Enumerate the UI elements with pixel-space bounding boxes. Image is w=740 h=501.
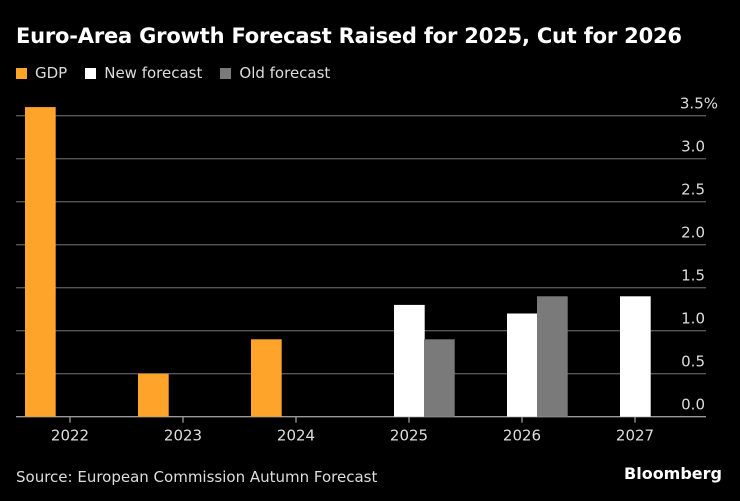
bar-old-forecast-2026 [537,296,568,417]
legend-label: New forecast [104,64,203,82]
bar-new-forecast-2027 [620,296,651,417]
bar-gdp-2024 [251,339,282,417]
x-tick-label: 2026 [503,427,541,445]
bar-gdp-2023 [138,373,169,417]
legend: GDP New forecast Old forecast [16,64,330,82]
y-tick-label: 3.0 [681,138,705,156]
bar-new-forecast-2025 [394,304,425,417]
legend-item-gdp: GDP [16,64,67,82]
y-tick-label: 1.5 [681,267,705,285]
x-tick-label: 2023 [164,427,202,445]
legend-item-new-forecast: New forecast [85,64,202,82]
y-tick-label: 1.0 [681,310,705,328]
legend-label: GDP [35,64,68,82]
x-tick-label: 2025 [390,427,428,445]
chart-title: Euro-Area Growth Forecast Raised for 202… [16,24,682,48]
bar-gdp-2022 [25,107,56,417]
legend-label: Old forecast [239,64,331,82]
bloomberg-logo: Bloomberg [624,464,722,483]
y-tick-label: 2.5 [681,181,705,199]
legend-swatch-new [85,67,97,79]
x-tick-label: 2024 [277,427,315,445]
x-tick-label: 2022 [51,427,89,445]
legend-swatch-gdp [16,67,27,79]
bar-old-forecast-2025 [424,339,455,417]
y-tick-label: 0.5 [681,353,705,371]
x-tick-label: 2027 [616,427,654,445]
legend-swatch-old [220,67,232,79]
source-note: Source: European Commission Autumn Forec… [16,468,378,486]
y-tick-label: 3.5% [680,95,718,113]
legend-item-old-forecast: Old forecast [220,64,330,82]
y-tick-label: 0.0 [681,396,705,414]
y-tick-label: 2.0 [681,224,705,242]
bar-new-forecast-2026 [507,313,538,417]
